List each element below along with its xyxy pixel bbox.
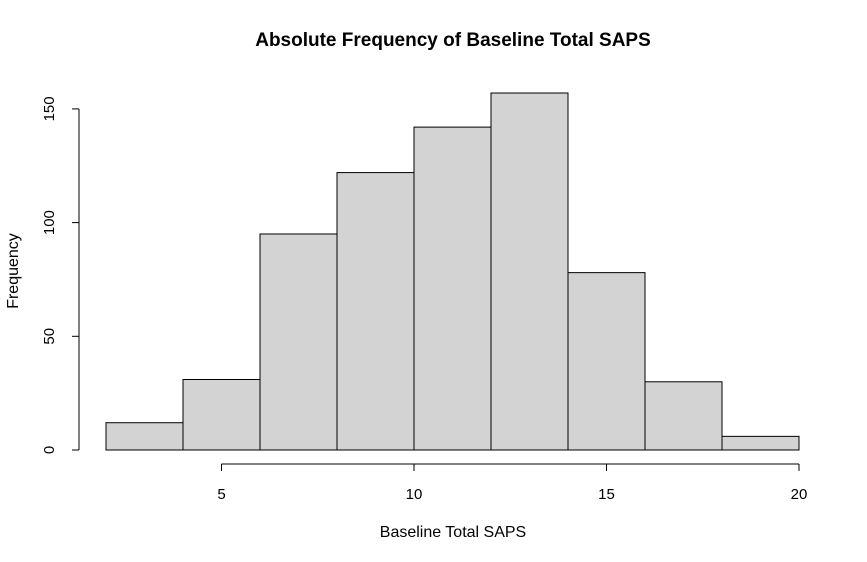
x-tick-label: 10 bbox=[406, 486, 423, 503]
x-axis: 5 10 15 20 bbox=[217, 463, 808, 503]
x-tick-label: 20 bbox=[791, 486, 808, 503]
histogram-bar bbox=[413, 126, 492, 451]
chart-title: Absolute Frequency of Baseline Total SAP… bbox=[255, 30, 651, 51]
histogram-bar bbox=[182, 379, 261, 451]
histogram-bar bbox=[336, 172, 415, 451]
x-tick-label: 5 bbox=[217, 486, 225, 503]
histogram-bar bbox=[259, 233, 338, 451]
x-axis-label: Baseline Total SAPS bbox=[380, 524, 526, 541]
y-tick-label: 100 bbox=[41, 210, 58, 235]
x-tick-label: 15 bbox=[598, 486, 615, 503]
histogram-bar bbox=[567, 272, 646, 451]
histogram-bar bbox=[721, 435, 800, 451]
y-axis-label: Frequency bbox=[5, 233, 22, 309]
histogram-bar bbox=[490, 92, 569, 451]
histogram-bar bbox=[105, 422, 184, 451]
histogram-bar bbox=[644, 381, 723, 451]
y-tick-label: 0 bbox=[41, 446, 58, 454]
y-tick-label: 150 bbox=[41, 96, 58, 121]
y-tick-label: 50 bbox=[41, 328, 58, 345]
bars-group bbox=[105, 92, 800, 451]
y-axis: 0 50 100 150 bbox=[41, 96, 80, 454]
